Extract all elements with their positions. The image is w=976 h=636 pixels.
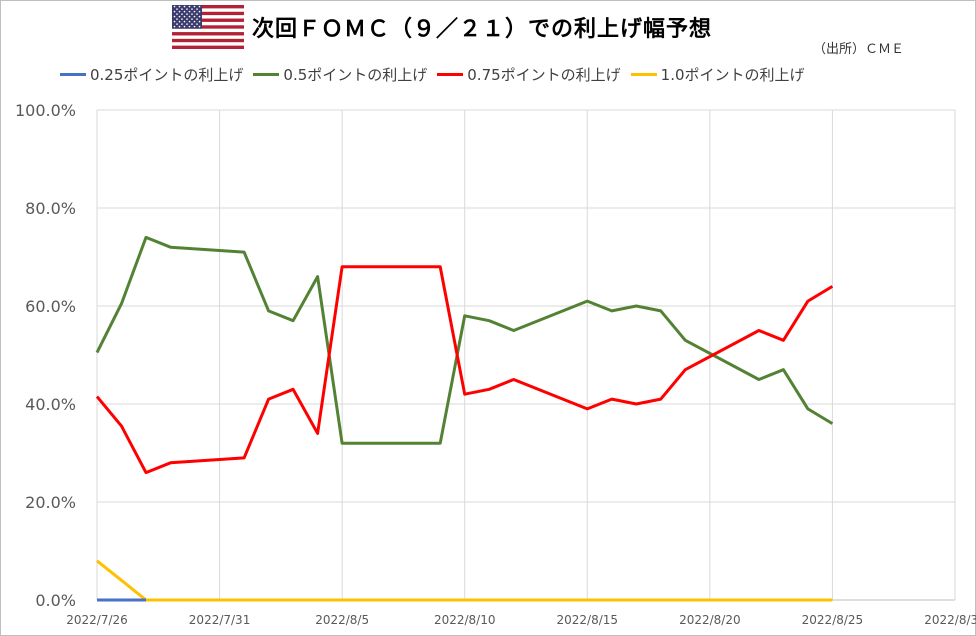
flag-star bbox=[198, 25, 201, 28]
flag-star bbox=[193, 25, 196, 28]
flag-stripe bbox=[172, 25, 244, 29]
x-tick-label: 2022/8/10 bbox=[434, 613, 496, 627]
flag-star bbox=[173, 20, 176, 23]
legend-item-10: 1.0ポイントの利上げ bbox=[630, 64, 805, 85]
flag-stripe bbox=[172, 11, 244, 16]
flag-star bbox=[191, 23, 193, 25]
y-tick-label: 20.0% bbox=[25, 493, 76, 512]
flag-star bbox=[186, 13, 188, 15]
y-tick-label: 60.0% bbox=[25, 297, 76, 316]
flag-star bbox=[178, 20, 181, 23]
x-tick-label: 2022/7/31 bbox=[189, 613, 251, 627]
title-row: 次回ＦＯＭＣ（９／２１）での利上げ幅予想 bbox=[172, 4, 712, 50]
flag-stripe bbox=[172, 42, 244, 46]
flag-star bbox=[176, 8, 178, 10]
flag-stripe bbox=[172, 15, 244, 19]
flag-star bbox=[178, 25, 181, 28]
flag-star bbox=[176, 18, 178, 20]
flag-star bbox=[183, 20, 186, 23]
legend-swatch-10 bbox=[630, 72, 657, 76]
flag-star bbox=[178, 15, 181, 18]
legend-item-05: 0.5ポイントの利上げ bbox=[253, 64, 427, 85]
flag-stripe bbox=[172, 5, 244, 9]
flag-star bbox=[183, 15, 186, 18]
flag-star bbox=[188, 10, 191, 13]
flag-star bbox=[196, 18, 198, 20]
flag-star bbox=[186, 18, 188, 20]
flag-star bbox=[191, 13, 193, 15]
flag-star bbox=[173, 10, 176, 13]
flag-star bbox=[196, 23, 198, 25]
flag-star bbox=[176, 13, 178, 15]
x-tick-label: 2022/8/25 bbox=[802, 613, 864, 627]
chart-title: 次回ＦＯＭＣ（９／２１）での利上げ幅予想 bbox=[252, 17, 713, 42]
flag-star bbox=[193, 20, 196, 23]
flag-star bbox=[198, 20, 201, 23]
flag-stripe bbox=[172, 45, 244, 49]
flag-stripe bbox=[172, 8, 244, 12]
flag-star bbox=[176, 23, 178, 25]
flag-star bbox=[178, 10, 181, 13]
flag-star bbox=[198, 15, 201, 18]
legend-label-075: 0.75ポイントの利上げ bbox=[467, 65, 621, 84]
flag-star bbox=[191, 18, 193, 20]
legend-swatch-075 bbox=[437, 72, 464, 76]
flag-stripe bbox=[172, 38, 244, 43]
flag-star bbox=[188, 25, 191, 28]
flag-star bbox=[188, 20, 191, 23]
flag-star bbox=[178, 5, 181, 8]
series-075-line bbox=[95, 265, 834, 475]
us-flag-icon bbox=[172, 5, 244, 49]
x-tick-label: 2022/8/20 bbox=[679, 613, 741, 627]
flag-stripe bbox=[172, 18, 244, 23]
flag-stripe bbox=[172, 21, 244, 26]
legend-swatch-025 bbox=[60, 72, 86, 76]
y-tick-label: 100.0% bbox=[15, 101, 76, 120]
flag-stripe bbox=[172, 32, 244, 36]
y-tick-label: 40.0% bbox=[25, 395, 76, 414]
legend-label-10: 1.0ポイントの利上げ bbox=[660, 65, 805, 84]
flag-star bbox=[191, 8, 193, 10]
flag-star bbox=[188, 15, 191, 18]
flag-star bbox=[198, 5, 201, 8]
x-tick-label: 2022/8/30 bbox=[924, 613, 976, 627]
legend-label-05: 0.5ポイントの利上げ bbox=[283, 65, 428, 84]
x-tick-label: 2022/8/15 bbox=[557, 613, 619, 627]
flag-star bbox=[186, 23, 188, 25]
flag-star bbox=[183, 25, 186, 28]
flag-star bbox=[193, 10, 196, 13]
flag-star bbox=[181, 8, 183, 10]
y-tick-label: 80.0% bbox=[25, 199, 76, 218]
y-tick-label: 0.0% bbox=[35, 591, 76, 610]
flag-star bbox=[196, 8, 198, 10]
flag-star bbox=[186, 8, 188, 10]
flag-star bbox=[193, 5, 196, 8]
flag-star bbox=[173, 5, 176, 8]
x-tick-label: 2022/8/5 bbox=[315, 613, 369, 627]
flag-star bbox=[198, 10, 201, 13]
flag-star bbox=[183, 5, 186, 8]
legend-item-025: 0.25ポイントの利上げ bbox=[60, 64, 243, 85]
x-tick-label: 2022/7/26 bbox=[66, 613, 128, 627]
flag-stripe bbox=[172, 28, 244, 33]
flag-star bbox=[188, 5, 191, 8]
flag-star bbox=[181, 18, 183, 20]
flag-star bbox=[196, 13, 198, 15]
flag-star bbox=[181, 13, 183, 15]
legend-label-025: 0.25ポイントの利上げ bbox=[90, 65, 244, 84]
legend-item-075: 0.75ポイントの利上げ bbox=[437, 64, 621, 85]
flag-stripe bbox=[172, 35, 244, 40]
flag-star bbox=[173, 15, 176, 18]
flag-star bbox=[173, 25, 176, 28]
flag-star bbox=[181, 23, 183, 25]
source-note: （出所）ＣＭＥ bbox=[812, 42, 904, 57]
legend-swatch-05 bbox=[253, 72, 280, 76]
flag-star bbox=[183, 10, 186, 13]
series-05-line bbox=[95, 235, 834, 445]
legend: 0.25ポイントの利上げ 0.5ポイントの利上げ 0.75ポイントの利上げ 1.… bbox=[60, 62, 815, 86]
flag-star bbox=[193, 15, 196, 18]
